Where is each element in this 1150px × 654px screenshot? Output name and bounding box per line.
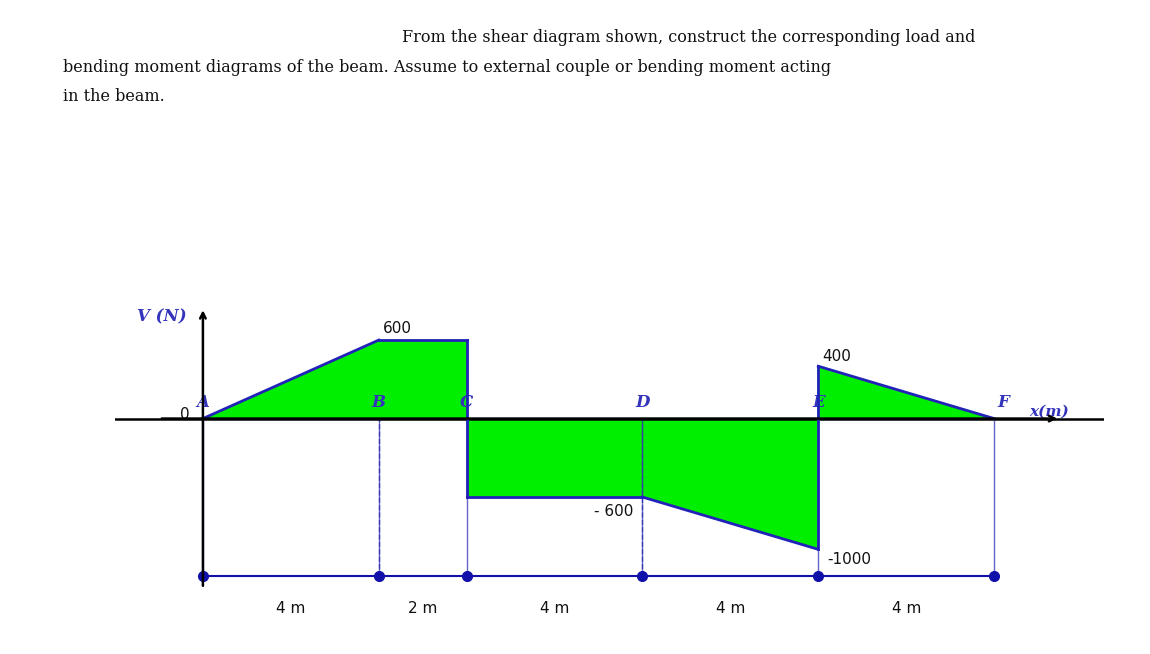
Text: -1000: -1000 bbox=[827, 552, 871, 567]
Text: From the shear diagram shown, construct the corresponding load and: From the shear diagram shown, construct … bbox=[402, 29, 976, 46]
Text: F: F bbox=[997, 394, 1009, 411]
Text: - 600: - 600 bbox=[595, 504, 634, 519]
Text: B: B bbox=[371, 394, 385, 411]
Polygon shape bbox=[819, 366, 994, 419]
Text: 0: 0 bbox=[181, 407, 190, 422]
Text: 4 m: 4 m bbox=[715, 601, 745, 615]
Text: D: D bbox=[635, 394, 650, 411]
Text: in the beam.: in the beam. bbox=[63, 88, 164, 105]
Text: A: A bbox=[197, 394, 209, 411]
Text: C: C bbox=[460, 394, 474, 411]
Text: 600: 600 bbox=[383, 320, 412, 336]
Text: bending moment diagrams of the beam. Assume to external couple or bending moment: bending moment diagrams of the beam. Ass… bbox=[63, 59, 831, 76]
Polygon shape bbox=[467, 419, 643, 497]
Text: 2 m: 2 m bbox=[408, 601, 437, 615]
Polygon shape bbox=[643, 419, 819, 549]
Text: 4 m: 4 m bbox=[276, 601, 306, 615]
Text: x(m): x(m) bbox=[1029, 404, 1070, 419]
Polygon shape bbox=[202, 340, 378, 419]
Text: V (N): V (N) bbox=[137, 308, 186, 325]
Text: 400: 400 bbox=[822, 349, 851, 364]
Text: E: E bbox=[812, 394, 825, 411]
Text: 4 m: 4 m bbox=[891, 601, 921, 615]
Text: 4 m: 4 m bbox=[539, 601, 569, 615]
Polygon shape bbox=[819, 366, 994, 419]
Polygon shape bbox=[378, 340, 467, 419]
